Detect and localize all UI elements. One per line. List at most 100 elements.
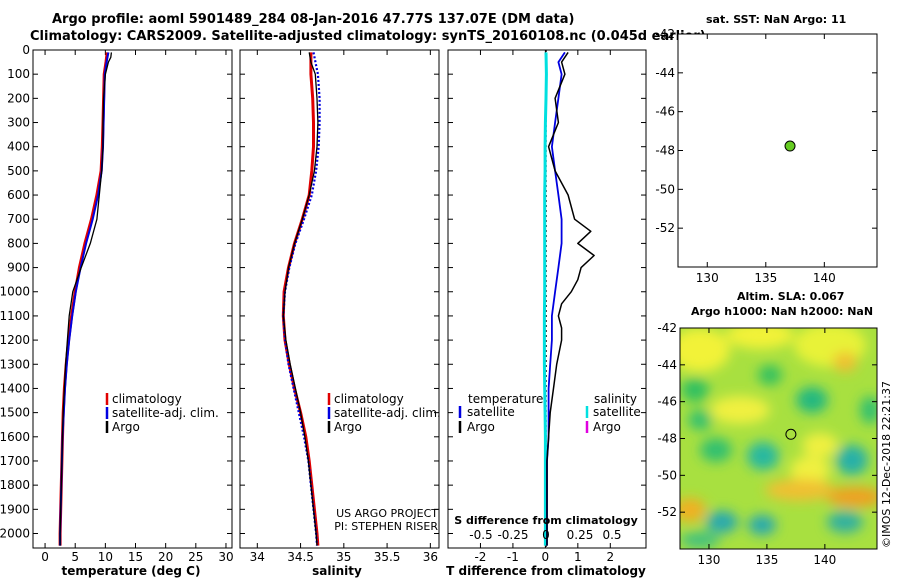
temperature-xlabel: temperature (deg C) xyxy=(62,564,201,578)
sla-field xyxy=(680,328,877,548)
y-tick-label: 300 xyxy=(7,116,30,130)
series-t-argo xyxy=(546,51,595,546)
y-tick-label: 500 xyxy=(7,164,30,178)
legend-argo: Argo xyxy=(112,420,140,434)
legend-salinity-title: salinity xyxy=(594,392,637,406)
series-s-satellite xyxy=(542,52,548,546)
sla-map-title-line1: Altim. SLA: 0.067 xyxy=(737,290,845,303)
y-tick-label: 100 xyxy=(7,67,30,81)
sla-map-panel: -42 -44 -46 -48 -50 -52 130 135 140 ©IMOS 12-Dec… xyxy=(657,321,893,567)
y-tick-label: 700 xyxy=(7,212,30,226)
x-tick-label: 36 xyxy=(423,550,438,564)
y-tick-label: 600 xyxy=(7,188,30,202)
y-tick-label: -44 xyxy=(657,358,677,372)
y-tick-label: -50 xyxy=(655,182,675,196)
salinity-xlabel: salinity xyxy=(312,564,362,578)
y-tick-label: 1000 xyxy=(0,285,30,299)
sst-map-axes xyxy=(677,33,878,268)
x-tick-label: 34.5 xyxy=(287,550,314,564)
y-tick-label: 1100 xyxy=(0,309,30,323)
legend-t-argo: Argo xyxy=(467,420,495,434)
legend-satellite: satellite-adj. clim. xyxy=(334,406,441,420)
legend-argo: Argo xyxy=(334,420,362,434)
y-tick-label: 1400 xyxy=(0,381,30,395)
x-tick-label: 5 xyxy=(71,550,79,564)
legend-s-satellite: satellite xyxy=(593,405,641,419)
argo-location-marker xyxy=(785,428,797,440)
x-tick-label: 35 xyxy=(336,550,351,564)
y-tick-label: 1300 xyxy=(0,357,30,371)
difference-panel: -2 -1 0 1 2 temperature satellite Argo salin… xyxy=(446,49,647,578)
y-tick-label: -52 xyxy=(655,221,675,235)
s-diff-tick-label: 0.25 xyxy=(567,528,594,542)
x-tick-label: -2 xyxy=(474,550,486,564)
x-tick-label: 35.5 xyxy=(374,550,401,564)
y-tick-label: -46 xyxy=(655,105,675,119)
s-diff-label: S difference from climatology xyxy=(454,514,638,527)
y-tick-label: 1500 xyxy=(0,406,30,420)
y-tick-label: 800 xyxy=(7,236,30,250)
y-tick-label: -42 xyxy=(657,321,677,335)
x-tick-label: -1 xyxy=(507,550,519,564)
legend-temperature-title: temperature xyxy=(468,392,543,406)
y-tick-label: -48 xyxy=(657,432,677,446)
x-tick-label: 0 xyxy=(542,550,550,564)
salinity-legend: climatology satellite-adj. clim. Argo xyxy=(327,392,441,434)
y-tick-label: -46 xyxy=(657,395,677,409)
x-tick-label: 15 xyxy=(128,550,143,564)
credit-line1: US ARGO PROJECT xyxy=(336,507,438,520)
sla-map-title-line2: Argo h1000: NaN h2000: NaN xyxy=(691,305,874,318)
x-tick-label: 30 xyxy=(218,550,233,564)
temperature-panel: 0100200300400500600700800900100011001200… xyxy=(0,43,234,578)
x-tick-label: 130 xyxy=(698,553,721,567)
s-diff-tick-label: 0.5 xyxy=(602,528,621,542)
y-tick-label: 200 xyxy=(7,91,30,105)
s-diff-tick-label: 0 xyxy=(542,528,550,542)
x-tick-label: 2 xyxy=(606,550,614,564)
t-diff-xlabel: T difference from climatology xyxy=(446,564,646,578)
y-tick-label: -50 xyxy=(657,468,677,482)
x-tick-label: 20 xyxy=(158,550,173,564)
sst-map-panel: -42 -44 -46 -48 -50 -52 130 135 140 xyxy=(655,27,878,285)
imos-timestamp: ©IMOS 12-Dec-2018 22:21:37 xyxy=(880,381,893,548)
y-tick-label: -44 xyxy=(655,66,675,80)
x-tick-label: 140 xyxy=(813,553,836,567)
x-tick-label: 1 xyxy=(574,550,582,564)
temperature-axes xyxy=(32,49,233,549)
s-diff-tick-label: -0.25 xyxy=(497,528,528,542)
x-tick-label: 34 xyxy=(250,550,265,564)
salinity-axes xyxy=(239,49,440,549)
credit-line2: PI: STEPHEN RISER xyxy=(334,520,438,533)
legend-climatology: climatology xyxy=(334,392,404,406)
s-diff-tick-label: -0.5 xyxy=(469,528,492,542)
y-tick-label: 900 xyxy=(7,261,30,275)
x-tick-label: 135 xyxy=(754,271,777,285)
series-argo xyxy=(59,52,113,546)
x-tick-label: 140 xyxy=(813,271,836,285)
legend-s-argo: Argo xyxy=(593,420,621,434)
y-tick-label: 1900 xyxy=(0,502,30,516)
x-tick-label: 130 xyxy=(696,271,719,285)
y-tick-label: -42 xyxy=(655,27,675,41)
figure-title-line2: Climatology: CARS2009. Satellite-adjuste… xyxy=(30,29,706,44)
series-argo xyxy=(282,52,319,546)
x-tick-label: 25 xyxy=(188,550,203,564)
difference-legend: temperature satellite Argo salinity sate… xyxy=(458,392,641,434)
y-tick-label: 1700 xyxy=(0,454,30,468)
y-tick-label: 0 xyxy=(22,43,30,57)
salinity-panel: 34 34.5 35 35.5 36 climatology satellite-adj… xyxy=(239,49,441,578)
x-tick-label: 10 xyxy=(98,550,113,564)
legend-climatology: climatology xyxy=(112,392,182,406)
figure-title-line1: Argo profile: aoml 5901489_284 08-Jan-20… xyxy=(52,12,575,27)
y-tick-label: -52 xyxy=(657,505,677,519)
y-tick-label: 1800 xyxy=(0,478,30,492)
y-tick-label: 400 xyxy=(7,140,30,154)
y-tick-label: 1600 xyxy=(0,430,30,444)
legend-satellite: satellite-adj. clim. xyxy=(112,406,219,420)
x-tick-label: 0 xyxy=(41,550,49,564)
y-tick-label: -48 xyxy=(655,144,675,158)
argo-location-marker xyxy=(784,140,796,152)
y-tick-label: 1200 xyxy=(0,333,30,347)
y-tick-label: 2000 xyxy=(0,526,30,540)
